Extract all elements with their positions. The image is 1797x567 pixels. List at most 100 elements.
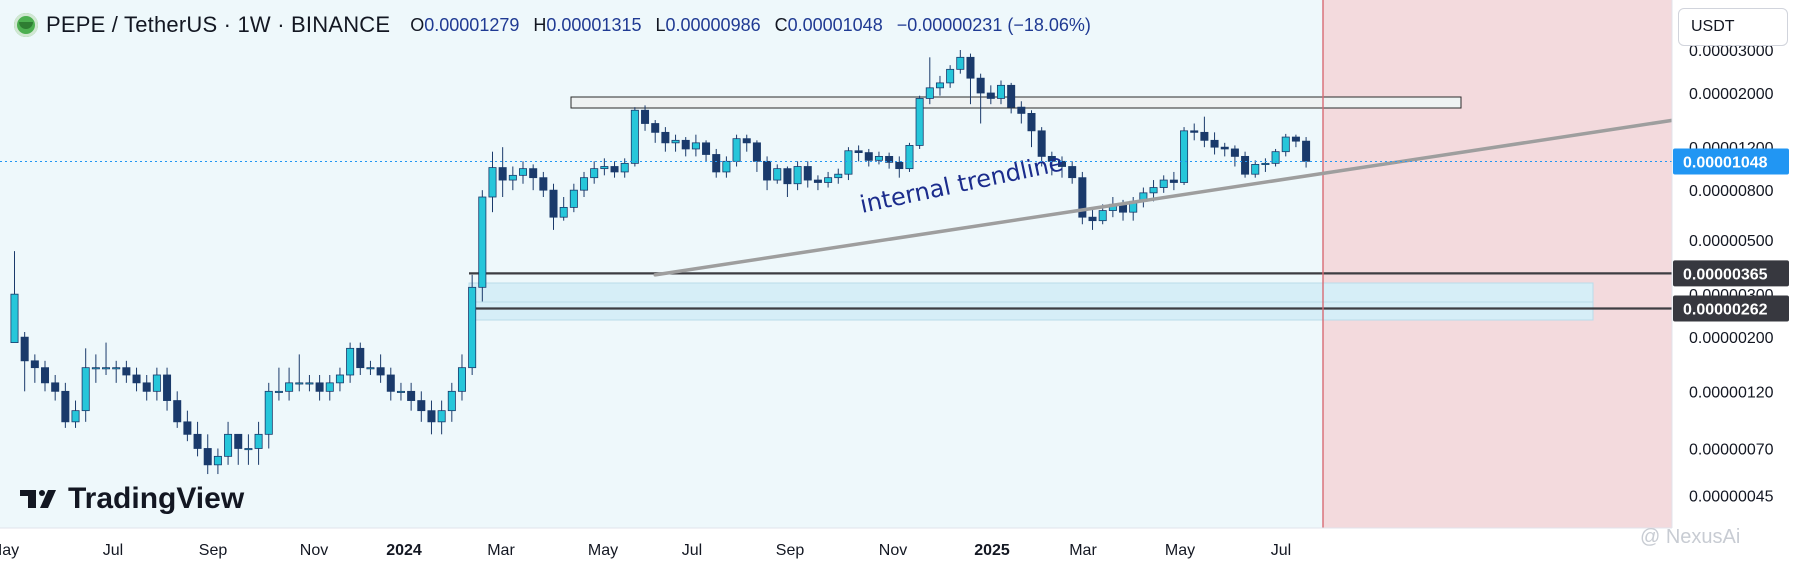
candle-body xyxy=(681,139,690,150)
candle xyxy=(1078,171,1087,225)
candle xyxy=(864,148,873,167)
currency-selector[interactable]: USDT xyxy=(1678,8,1788,46)
low-value: 0.00000986 xyxy=(665,14,761,35)
close-label: C xyxy=(774,14,788,35)
candle xyxy=(844,147,853,181)
candle-body xyxy=(274,390,283,393)
candle-body xyxy=(1190,130,1199,133)
candle xyxy=(874,151,883,165)
candle xyxy=(173,391,182,428)
price-tick-label-partial: 0.00003000 xyxy=(1689,43,1774,60)
candle xyxy=(620,158,629,178)
candle-body xyxy=(834,173,843,179)
candle-body xyxy=(986,92,995,99)
candle xyxy=(1169,171,1178,191)
candle-body xyxy=(549,189,558,218)
time-tick-label: Jul xyxy=(103,542,123,559)
candle-body xyxy=(529,168,538,179)
candle xyxy=(763,156,772,191)
candle xyxy=(773,164,782,184)
candle-body xyxy=(1281,136,1290,153)
candle xyxy=(559,197,568,221)
symbol-title[interactable]: PEPE / TetherUS · 1W · BINANCE xyxy=(46,12,391,37)
last-price-badge: 0.00001048 xyxy=(1673,148,1789,175)
candle-body xyxy=(580,177,589,191)
candle-body xyxy=(112,367,121,370)
candle xyxy=(61,382,70,428)
candle xyxy=(325,374,334,401)
tradingview-logo[interactable]: TradingView xyxy=(20,482,244,516)
candle-body xyxy=(335,374,344,384)
candle xyxy=(671,134,680,152)
candle-body xyxy=(1068,166,1077,179)
candle-body xyxy=(1241,155,1250,175)
high-value: 0.00001315 xyxy=(546,14,642,35)
time-tick-label: Sep xyxy=(776,542,805,559)
price-tick-label: 0.00000500 xyxy=(1689,233,1774,250)
candle xyxy=(1210,132,1219,155)
candle xyxy=(641,105,650,131)
candle-body xyxy=(569,189,578,208)
candle xyxy=(691,134,700,157)
time-tick-label: 2024 xyxy=(386,542,422,559)
candle-body xyxy=(854,150,863,154)
candle-body xyxy=(213,455,222,466)
candle-body xyxy=(447,390,456,412)
candle xyxy=(407,382,416,411)
candle xyxy=(152,367,161,401)
candle xyxy=(1281,133,1290,157)
candle xyxy=(539,171,548,198)
candle-body xyxy=(346,347,355,376)
candle xyxy=(244,434,253,465)
candle-body xyxy=(895,161,904,170)
candle-body xyxy=(508,174,517,181)
price-axis[interactable]: 0.000020000.000012000.000008000.00000500… xyxy=(1671,0,1797,528)
candle xyxy=(1007,82,1016,114)
candle-body xyxy=(1230,148,1239,157)
prediction-zone xyxy=(1323,0,1672,528)
candle xyxy=(610,161,619,178)
candle xyxy=(1220,142,1229,157)
candle-body xyxy=(488,167,497,198)
candle xyxy=(1261,158,1270,172)
candle xyxy=(1027,110,1036,148)
candle-body xyxy=(691,142,700,150)
candle xyxy=(457,354,466,401)
candle xyxy=(569,183,578,213)
candle xyxy=(793,161,802,191)
candle xyxy=(1271,148,1280,167)
candle-body xyxy=(81,367,90,412)
candle xyxy=(1068,161,1077,184)
candle-body xyxy=(590,168,599,179)
candle-body xyxy=(478,196,487,288)
time-tick-label: Nov xyxy=(300,542,328,559)
candle xyxy=(51,374,60,401)
candle-body xyxy=(946,68,955,84)
candle xyxy=(264,382,273,449)
candle-body xyxy=(803,166,812,181)
candle-body xyxy=(173,400,182,423)
candle xyxy=(508,166,517,191)
candle-body xyxy=(661,131,670,144)
candle xyxy=(315,374,324,401)
candle xyxy=(1017,101,1026,124)
candle xyxy=(20,331,29,392)
candle xyxy=(376,354,385,383)
candle xyxy=(285,367,294,401)
candle xyxy=(661,127,670,152)
candle xyxy=(549,183,558,230)
ohlc-values: O 0.00001279 H 0.00001315 L 0.00000986 C 0.0… xyxy=(410,15,1091,36)
candle xyxy=(854,145,863,162)
candle xyxy=(742,134,751,152)
time-axis[interactable]: May Jul Sep Nov 2024 Mar May Jul Sep Nov 2025 Mar Ma… xyxy=(0,527,1797,567)
candle-body xyxy=(356,347,365,369)
candle xyxy=(41,360,50,392)
candle-body xyxy=(427,410,436,423)
candle-body xyxy=(813,179,822,183)
candle-body xyxy=(976,77,985,94)
candle xyxy=(600,158,609,176)
candle xyxy=(824,171,833,188)
candle xyxy=(295,354,304,392)
candle xyxy=(803,161,812,188)
